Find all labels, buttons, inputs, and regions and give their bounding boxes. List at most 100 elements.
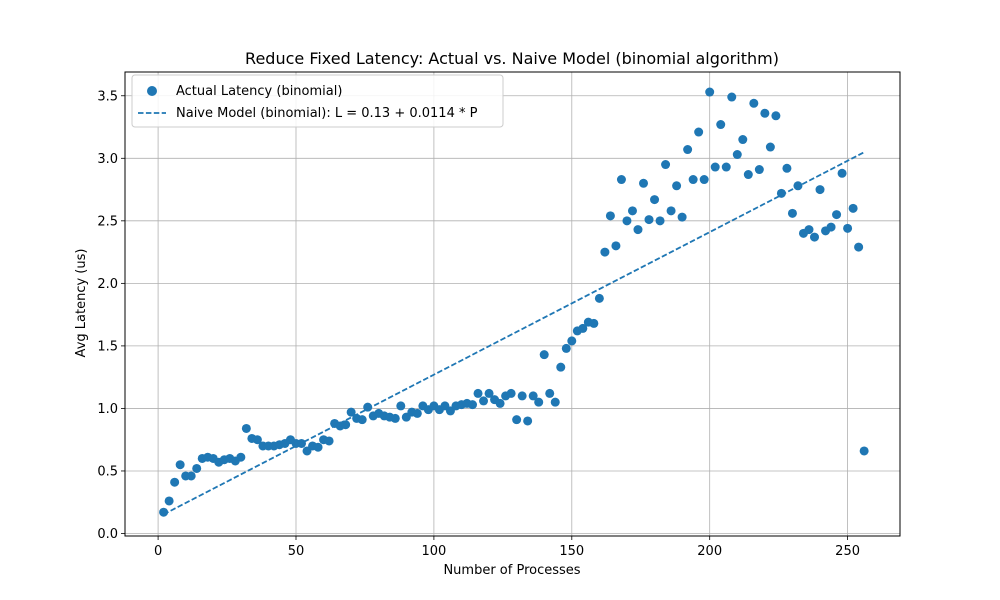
scatter-point (672, 181, 682, 191)
scatter-point (164, 496, 174, 506)
scatter-point (859, 446, 869, 456)
scatter-point (832, 210, 842, 220)
scatter-point (804, 225, 814, 235)
scatter-point (639, 178, 649, 188)
scatter-point (556, 362, 566, 372)
y-tick-label: 1.0 (97, 402, 118, 417)
x-tick-label: 250 (835, 544, 860, 559)
scatter-point (539, 350, 549, 360)
y-tick-label: 0.0 (97, 527, 118, 542)
legend: Actual Latency (binomial) Naive Model (b… (131, 74, 504, 128)
chart-title: Reduce Fixed Latency: Actual vs. Naive M… (245, 49, 779, 68)
scatter-point (473, 388, 483, 398)
scatter-point (699, 175, 709, 185)
scatter-point (826, 222, 836, 232)
scatter-point (479, 396, 489, 406)
scatter-point (738, 135, 748, 145)
scatter-point (357, 415, 367, 425)
scatter-point (815, 185, 825, 195)
legend-label-actual: Actual Latency (binomial) (176, 84, 342, 99)
x-tick-label: 0 (154, 544, 162, 559)
scatter-point (749, 98, 759, 108)
scatter-point (412, 408, 422, 418)
scatter-point (396, 401, 406, 411)
scatter-point (854, 242, 864, 252)
scatter-point (705, 87, 715, 97)
scatter-point (743, 170, 753, 180)
scatter-point (771, 111, 781, 121)
scatter-point (313, 442, 323, 452)
y-tick-label: 1.5 (97, 339, 118, 354)
scatter-point (159, 507, 169, 517)
scatter-point (787, 208, 797, 218)
scatter-point (550, 397, 560, 407)
scatter-point (534, 397, 544, 407)
scatter-point (710, 162, 720, 172)
scatter-point (683, 145, 693, 155)
scatter-point (721, 162, 731, 172)
model-line (163, 151, 865, 516)
scatter-point (716, 120, 726, 130)
scatter-point (848, 203, 858, 213)
scatter-point (390, 413, 400, 423)
scatter-point (776, 188, 786, 198)
legend-box (131, 74, 504, 128)
scatter-point (655, 216, 665, 226)
scatter-point (346, 407, 356, 417)
scatter-point (561, 343, 571, 353)
scatter-point (616, 175, 626, 185)
y-tick-label: 2.5 (97, 214, 118, 229)
scatter-point (545, 388, 555, 398)
x-tick-label: 150 (559, 544, 584, 559)
scatter-point (650, 195, 660, 205)
x-tick-label: 50 (288, 544, 305, 559)
legend-scatter-marker (147, 86, 157, 96)
scatter-point (837, 168, 847, 178)
scatter-point (186, 471, 196, 481)
y-tick-label: 0.5 (97, 464, 118, 479)
scatter-point (727, 92, 737, 102)
scatter-point (633, 225, 643, 235)
scatter-point (252, 435, 262, 445)
axis-ticks: 0 50 100 150 200 250 0.0 0.5 1.0 1.5 2.0 2.5 3.0 3.5 (97, 89, 860, 559)
scatter-point (241, 423, 251, 433)
scatter-point (512, 415, 522, 425)
scatter-point (754, 165, 764, 175)
scatter-point (495, 398, 505, 408)
scatter-point (666, 206, 676, 216)
scatter-point (192, 463, 202, 473)
scatter-point (506, 388, 516, 398)
scatter-point (589, 318, 599, 328)
y-tick-label: 2.0 (97, 277, 118, 292)
scatter-point (677, 212, 687, 222)
scatter-point (578, 323, 588, 333)
scatter-point (627, 206, 637, 216)
scatter-point (594, 293, 604, 303)
scatter-point (468, 400, 478, 410)
scatter-point (661, 160, 671, 170)
scatter-point (605, 211, 615, 221)
scatter-point (782, 163, 792, 173)
scatter-point (363, 402, 373, 412)
scatter-point (484, 388, 494, 398)
scatter-point (760, 108, 770, 118)
x-tick-label: 100 (421, 544, 446, 559)
legend-label-model: Naive Model (binomial): L = 0.13 + 0.011… (176, 106, 478, 121)
scatter-point (600, 247, 610, 257)
plot-data (159, 87, 869, 517)
y-tick-label: 3.5 (97, 89, 118, 104)
scatter-point (644, 215, 654, 225)
grid (125, 72, 900, 536)
scatter-point (732, 150, 742, 160)
scatter-point (688, 175, 698, 185)
x-axis-label: Number of Processes (443, 563, 580, 578)
scatter-point (324, 436, 334, 446)
scatter-point (170, 477, 180, 487)
y-axis-label: Avg Latency (us) (74, 249, 89, 358)
x-tick-label: 200 (697, 544, 722, 559)
scatter-point (765, 142, 775, 152)
plot-frame (124, 71, 901, 537)
scatter-point (528, 391, 538, 401)
scatter-point (175, 460, 185, 470)
